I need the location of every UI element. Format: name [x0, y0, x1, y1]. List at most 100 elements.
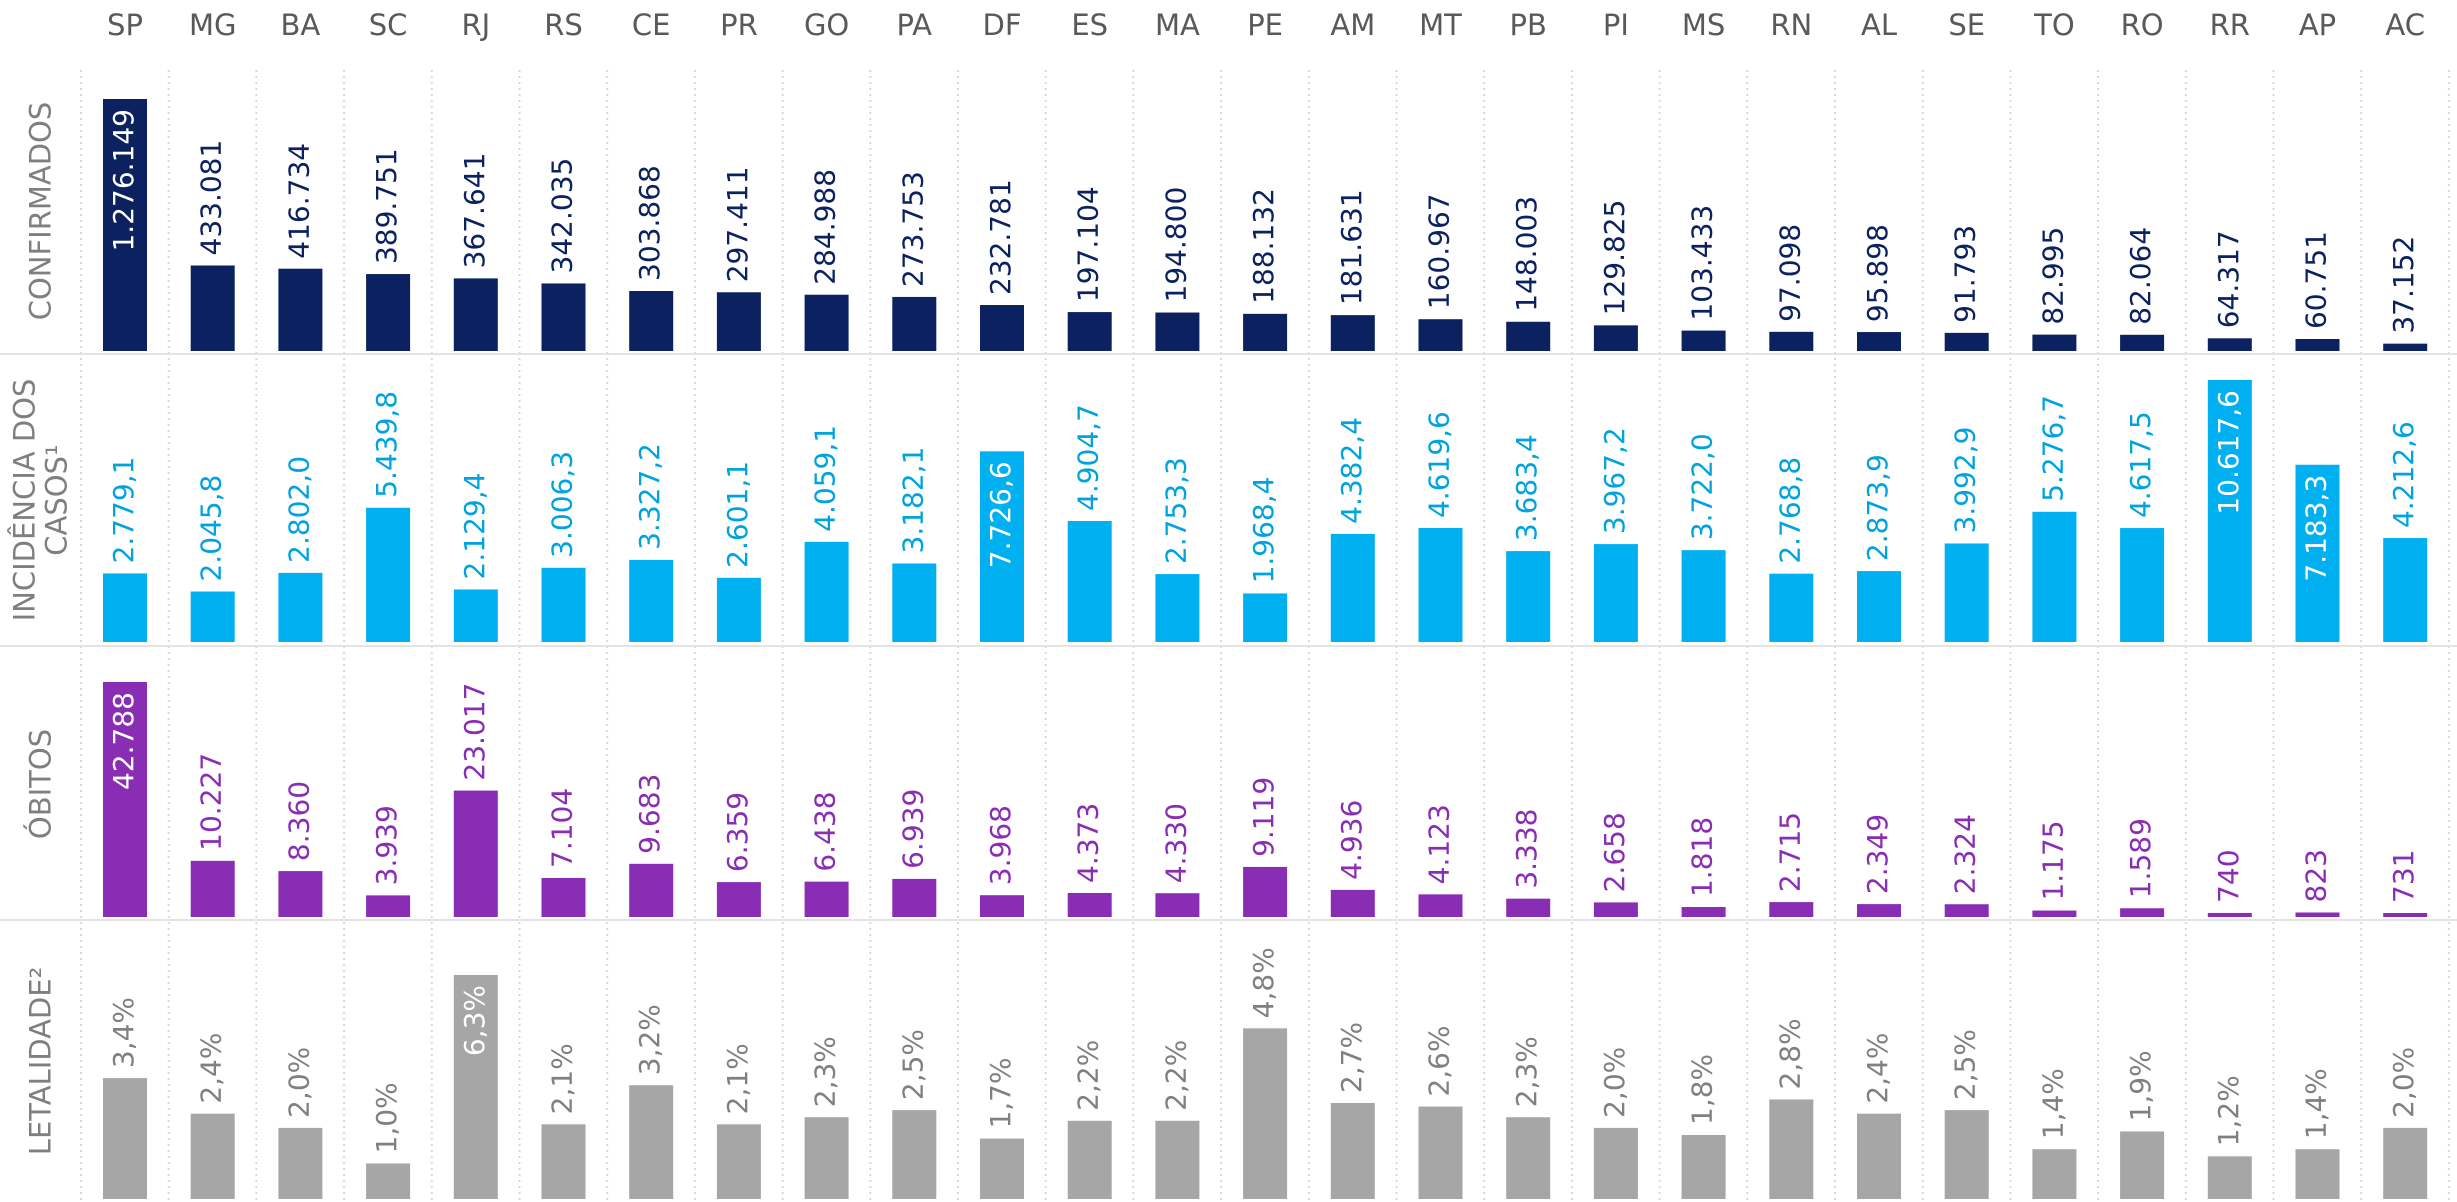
value-label: 3.338	[1510, 808, 1543, 888]
value-label: 2.349	[1861, 814, 1894, 894]
bar	[1944, 332, 1989, 351]
bar	[541, 877, 586, 917]
bar	[1418, 1106, 1463, 1199]
row-label: ÓBITOS	[23, 728, 57, 839]
bar	[1506, 1117, 1551, 1199]
bar	[2207, 380, 2252, 642]
value-label: 3.327,2	[633, 443, 666, 550]
bar	[2032, 334, 2077, 351]
bar	[629, 1085, 674, 1199]
bar	[190, 591, 235, 642]
value-label: 2.658	[1598, 812, 1631, 892]
x-tick-label: SC	[369, 8, 408, 42]
value-label: 23.017	[458, 683, 491, 781]
bar	[1418, 528, 1463, 642]
bar	[716, 292, 761, 351]
value-label: 97.098	[1773, 224, 1806, 322]
bar	[1155, 312, 1200, 351]
bar	[980, 305, 1024, 351]
bar	[1243, 1028, 1288, 1199]
value-label: 60.751	[2300, 231, 2333, 329]
bar	[453, 589, 498, 642]
bar	[278, 572, 323, 642]
bar	[2032, 910, 2077, 917]
x-tick-label: TO	[2033, 8, 2075, 42]
bar	[366, 274, 411, 351]
value-label: 2.873,9	[1861, 454, 1894, 561]
value-label: 7.726,6	[984, 461, 1017, 568]
value-label: 3.722,0	[1686, 433, 1719, 540]
bar	[366, 1163, 411, 1199]
bar	[2295, 1149, 2340, 1199]
bar	[716, 1124, 761, 1199]
value-label: 4.382,4	[1335, 417, 1368, 524]
bar	[103, 1078, 147, 1199]
x-tick-label: RS	[544, 8, 583, 42]
bar	[541, 567, 586, 642]
value-label: 2,3%	[1510, 1036, 1543, 1107]
value-label: 91.793	[1949, 225, 1982, 323]
bar	[103, 682, 147, 917]
value-label: 188.132	[1247, 188, 1280, 304]
bar	[2120, 334, 2165, 351]
value-label: 160.967	[1423, 193, 1456, 309]
bar	[2120, 908, 2165, 917]
value-label: 197.104	[1072, 186, 1105, 302]
value-label: 7.104	[546, 788, 579, 868]
x-tick-label: AC	[2385, 8, 2425, 42]
bar	[2207, 1156, 2252, 1199]
bar	[716, 577, 761, 642]
value-label: 148.003	[1510, 196, 1543, 312]
value-label: 3.939	[370, 805, 403, 885]
value-label: 129.825	[1598, 200, 1631, 316]
value-label: 2.768,8	[1773, 457, 1806, 564]
value-label: 433.081	[195, 140, 228, 256]
value-label: 2,0%	[2387, 1047, 2420, 1118]
value-label: 1,8%	[1686, 1054, 1719, 1125]
value-label: 3.182,1	[896, 447, 929, 554]
bar	[2295, 464, 2340, 642]
value-label: 4.936	[1335, 800, 1368, 880]
bar	[1857, 332, 1901, 351]
x-tick-label: PR	[720, 8, 758, 42]
value-label: 4.212,6	[2387, 421, 2420, 528]
value-label: 5.276,7	[2036, 395, 2069, 502]
value-label: 7.183,3	[2300, 475, 2333, 582]
x-tick-label: DF	[982, 8, 1021, 42]
value-label: 740	[2212, 849, 2245, 902]
bar	[1681, 1135, 1726, 1199]
bar	[892, 878, 937, 917]
value-label: 3.967,2	[1598, 427, 1631, 534]
value-label: 2,0%	[282, 1047, 315, 1118]
bar	[1506, 551, 1551, 642]
value-label: 6.438	[809, 791, 842, 871]
value-label: 3.683,4	[1510, 434, 1543, 541]
value-label: 2,0%	[1598, 1047, 1631, 1118]
bar	[2207, 912, 2252, 917]
bar	[2383, 1127, 2428, 1199]
x-tick-label: PA	[897, 8, 933, 42]
row-label: CONFIRMADOS	[23, 101, 57, 320]
value-label: 1.818	[1686, 817, 1719, 897]
bar	[541, 283, 586, 351]
bar	[1330, 533, 1375, 642]
value-label: 194.800	[1159, 187, 1192, 303]
value-label: 1,0%	[370, 1082, 403, 1153]
value-label: 1.589	[2124, 818, 2157, 898]
bar	[1155, 893, 1200, 917]
bar	[804, 294, 849, 351]
bar	[1067, 520, 1112, 642]
value-label: 64.317	[2212, 230, 2245, 328]
bar	[1418, 894, 1463, 917]
x-tick-label: PB	[1510, 8, 1547, 42]
x-tick-label: SP	[107, 8, 143, 42]
bar	[366, 507, 411, 642]
value-label: 2,2%	[1072, 1040, 1105, 1111]
value-label: 4.123	[1423, 804, 1456, 884]
value-label: 2.324	[1949, 814, 1982, 894]
value-label: 1,4%	[2300, 1068, 2333, 1139]
bar	[453, 278, 498, 351]
bar	[278, 871, 323, 917]
x-tick-label: AL	[1861, 8, 1897, 42]
bar	[278, 268, 323, 351]
